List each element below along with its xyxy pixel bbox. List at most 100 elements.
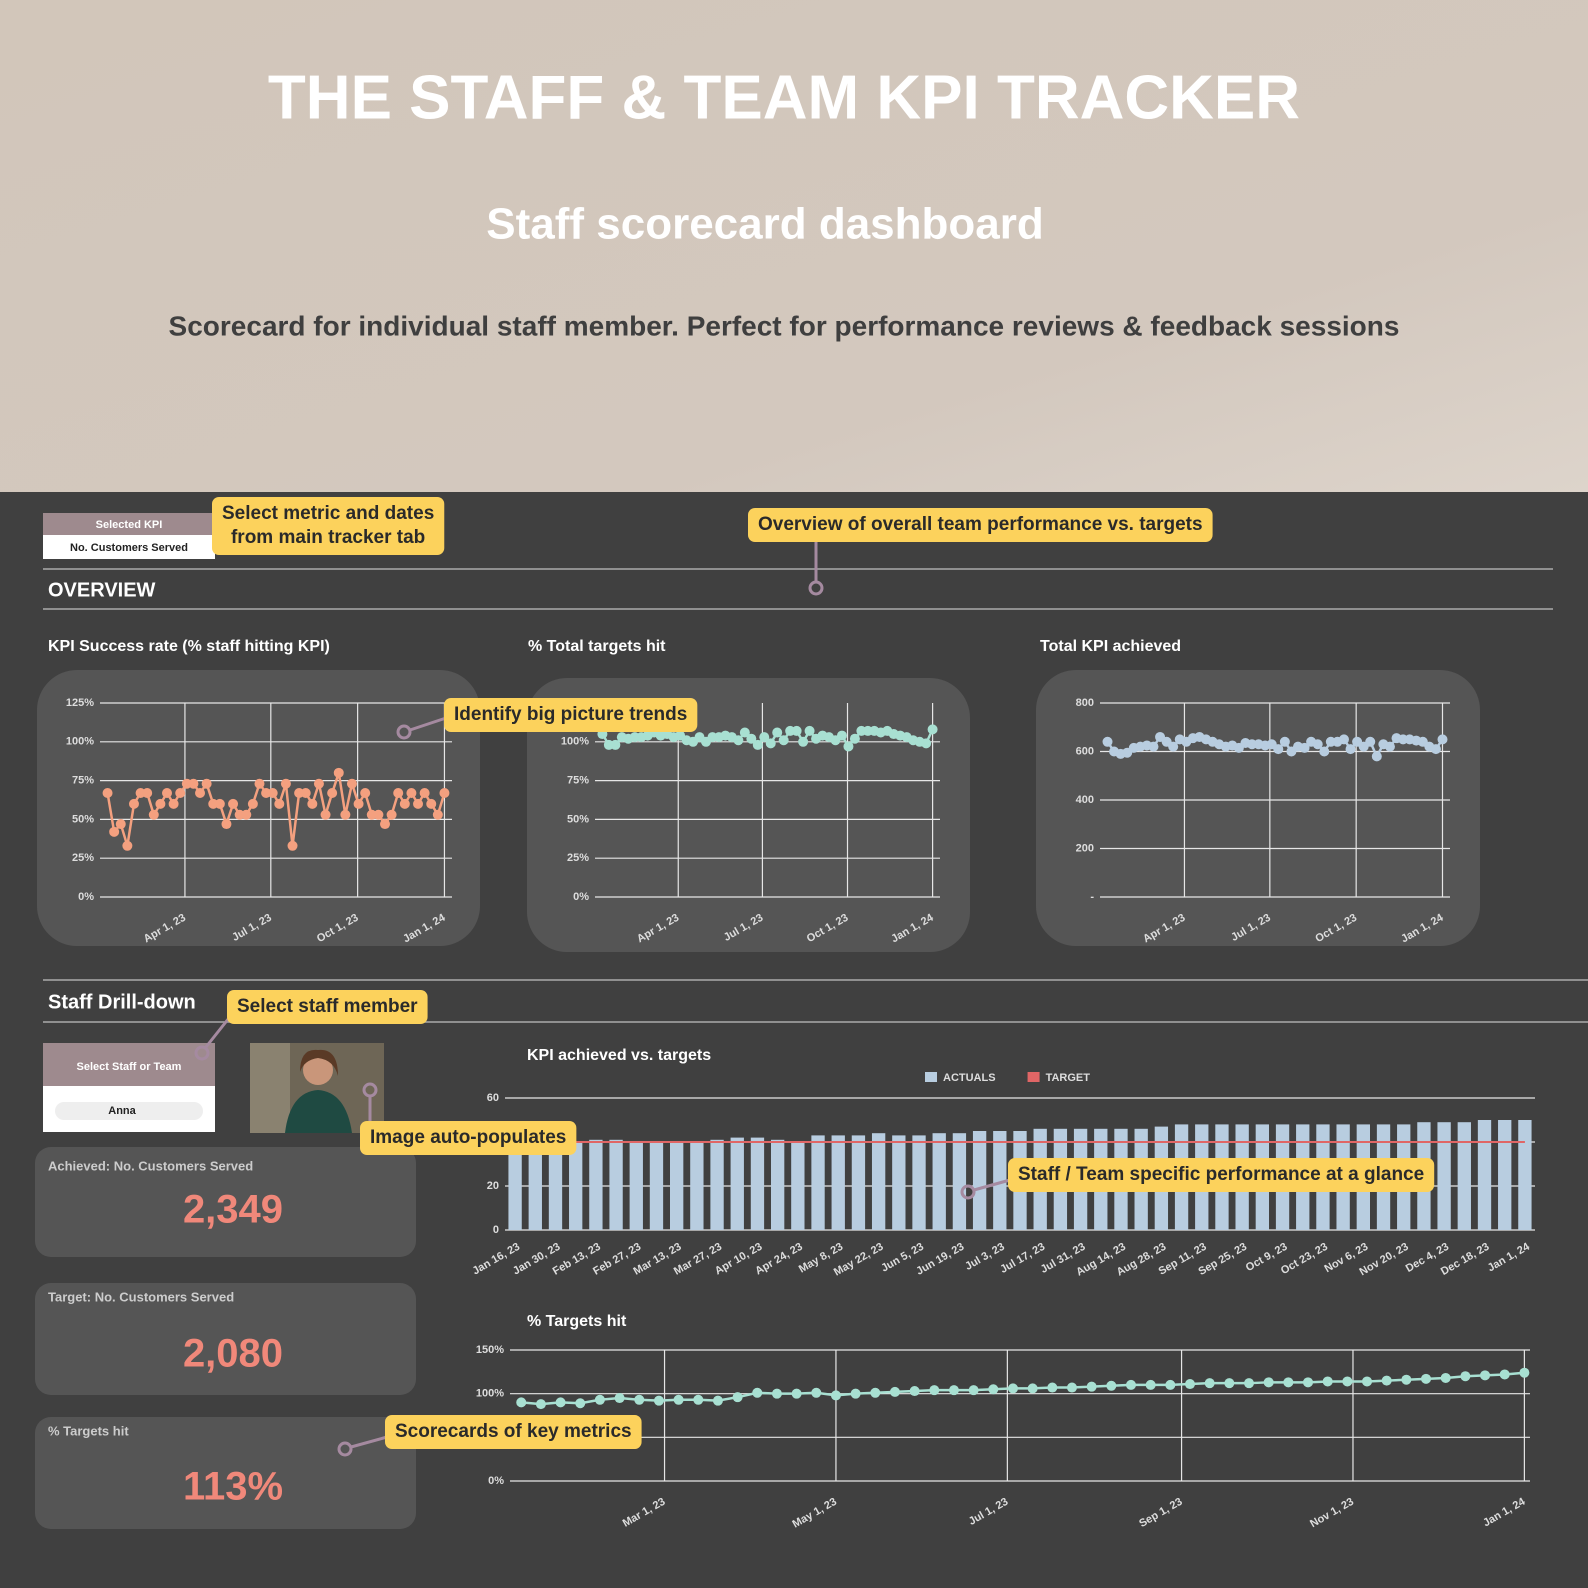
bar xyxy=(791,1142,805,1230)
data-point xyxy=(870,1387,881,1398)
data-point xyxy=(1047,1382,1058,1393)
page-subtitle: Staff scorecard dashboard xyxy=(486,200,1044,249)
annotation-box xyxy=(444,698,698,732)
bar xyxy=(710,1139,724,1230)
data-point xyxy=(1263,1377,1274,1388)
page-title: THE STAFF & TEAM KPI TRACKER xyxy=(268,63,1300,132)
y-tick-label: 75% xyxy=(567,775,589,787)
data-point xyxy=(373,809,384,820)
scorecard-label: Target: No. Customers Served xyxy=(48,1289,234,1304)
annotation-pin xyxy=(960,1184,976,1200)
data-point xyxy=(247,798,258,809)
data-point xyxy=(439,788,450,799)
data-point xyxy=(1145,1379,1156,1390)
annotation-text: from main tracker tab xyxy=(231,527,425,548)
data-point xyxy=(379,819,390,830)
data-point xyxy=(333,767,344,778)
staff-selector-header xyxy=(43,1043,215,1086)
data-point xyxy=(128,798,139,809)
kpi-selector-value[interactable]: No. Customers Served xyxy=(70,542,188,554)
data-point xyxy=(162,788,173,799)
data-point xyxy=(927,724,938,735)
data-point xyxy=(241,809,252,820)
data-point xyxy=(1165,1379,1176,1390)
bar xyxy=(690,1142,704,1230)
data-point xyxy=(1224,1378,1235,1389)
chart-panel xyxy=(1036,670,1480,946)
kpi-selector-label: Selected KPI xyxy=(96,519,163,531)
kpi-selector[interactable] xyxy=(43,535,215,559)
data-point xyxy=(1371,751,1382,762)
staff-selector-label: Select Staff or Team xyxy=(77,1061,182,1073)
annotation-pin xyxy=(337,1441,353,1457)
data-point xyxy=(399,798,410,809)
data-point xyxy=(221,819,232,830)
staff-selector-value[interactable]: Anna xyxy=(108,1105,136,1117)
y-tick-label: 100% xyxy=(66,736,94,748)
data-point xyxy=(1168,741,1179,752)
data-point xyxy=(1148,741,1159,752)
data-point xyxy=(1303,1377,1314,1388)
chart-title: % Targets hit xyxy=(527,1313,627,1330)
data-point xyxy=(610,739,621,750)
data-point xyxy=(168,798,179,809)
data-point xyxy=(353,798,364,809)
data-point xyxy=(1338,734,1349,745)
scorecard-value: 2,349 xyxy=(183,1188,283,1232)
data-point xyxy=(1319,746,1330,757)
data-point xyxy=(109,826,120,837)
bar xyxy=(589,1139,603,1230)
annotation-pin xyxy=(808,580,824,596)
annotation-text: Identify big picture trends xyxy=(454,704,687,725)
data-point xyxy=(148,809,159,820)
data-point xyxy=(693,1394,704,1405)
data-point xyxy=(1345,744,1356,755)
data-point xyxy=(850,1388,861,1399)
legend-swatch xyxy=(1027,1072,1040,1082)
data-point xyxy=(195,788,206,799)
data-point xyxy=(102,788,113,799)
annotation-text: Scorecards of key metrics xyxy=(395,1421,632,1442)
annotation-box xyxy=(360,1121,577,1155)
bar xyxy=(770,1139,785,1230)
data-point xyxy=(535,1399,546,1410)
staff-selector-field[interactable] xyxy=(55,1102,203,1120)
bar xyxy=(952,1133,967,1230)
data-point xyxy=(1102,736,1113,747)
y-tick-label: 0% xyxy=(573,891,589,903)
scorecard-label: % Targets hit xyxy=(48,1423,129,1438)
annotation-pointer xyxy=(973,1178,1011,1192)
y-tick-label: 25% xyxy=(72,852,94,864)
legend-label: TARGET xyxy=(1046,1072,1091,1084)
data-point xyxy=(313,778,324,789)
data-point xyxy=(254,778,265,789)
data-point xyxy=(772,727,783,738)
data-point xyxy=(386,809,397,820)
data-point xyxy=(516,1397,527,1408)
data-point xyxy=(634,1394,645,1405)
header-background xyxy=(0,0,1588,492)
data-point xyxy=(175,788,186,799)
bar xyxy=(750,1137,765,1230)
data-point xyxy=(836,730,847,741)
data-point xyxy=(419,788,430,799)
y-tick-label: 20 xyxy=(487,1180,499,1192)
data-point xyxy=(673,1394,684,1405)
data-point xyxy=(1279,736,1290,747)
data-point xyxy=(142,788,153,799)
page-description: Scorecard for individual staff member. P… xyxy=(169,310,1400,341)
y-tick-label: 50% xyxy=(567,813,589,825)
y-tick-label: 75% xyxy=(72,775,94,787)
data-point xyxy=(765,738,776,749)
data-point xyxy=(1480,1370,1491,1381)
data-point xyxy=(1499,1369,1510,1380)
data-point xyxy=(406,788,417,799)
data-point xyxy=(653,1395,664,1406)
scorecard-label: Achieved: No. Customers Served xyxy=(48,1158,253,1173)
data-point xyxy=(988,1384,999,1395)
chart-title: % Total targets hit xyxy=(528,638,666,655)
data-point xyxy=(732,1392,743,1403)
data-point xyxy=(1204,1378,1215,1389)
data-point xyxy=(1283,1377,1294,1388)
y-tick-label: - xyxy=(1090,891,1094,903)
